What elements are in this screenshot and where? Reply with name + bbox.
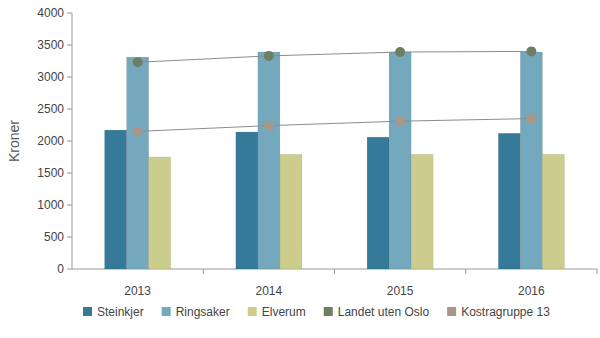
marker bbox=[133, 57, 143, 67]
y-tick bbox=[67, 237, 72, 238]
legend-label: Steinkjer bbox=[97, 305, 144, 319]
legend-swatch bbox=[324, 307, 333, 316]
legend-label: Elverum bbox=[262, 305, 306, 319]
marker bbox=[526, 46, 536, 56]
marker bbox=[133, 126, 143, 136]
marker bbox=[264, 51, 274, 61]
y-tick bbox=[67, 77, 72, 78]
y-tick bbox=[67, 45, 72, 46]
bar bbox=[149, 157, 171, 269]
x-separator bbox=[203, 269, 204, 274]
bar bbox=[411, 154, 433, 269]
legend-label: Ringsaker bbox=[176, 305, 230, 319]
y-tick-label: 2000 bbox=[37, 134, 64, 148]
bar bbox=[498, 133, 520, 269]
legend-swatch bbox=[83, 307, 92, 316]
y-tick bbox=[67, 269, 72, 270]
y-tick-label: 0 bbox=[57, 262, 64, 276]
bar bbox=[105, 130, 127, 269]
bar bbox=[367, 137, 389, 269]
bar bbox=[389, 52, 411, 269]
y-axis-label: Kroner bbox=[6, 120, 22, 162]
y-tick-label: 3500 bbox=[37, 38, 64, 52]
legend-swatch bbox=[162, 307, 171, 316]
x-tick-label: 2016 bbox=[518, 284, 545, 298]
y-tick-label: 4000 bbox=[37, 6, 64, 20]
line bbox=[138, 51, 532, 62]
y-tick bbox=[67, 173, 72, 174]
x-separator bbox=[465, 269, 466, 274]
legend-swatch bbox=[447, 307, 456, 316]
x-tick-label: 2015 bbox=[387, 284, 414, 298]
x-separator bbox=[597, 269, 598, 274]
y-tick-label: 3000 bbox=[37, 70, 64, 84]
plot bbox=[105, 46, 565, 269]
x-tick-label: 2014 bbox=[256, 284, 283, 298]
marker bbox=[395, 116, 405, 126]
y-tick bbox=[67, 205, 72, 206]
marker bbox=[395, 47, 405, 57]
y-tick-label: 500 bbox=[44, 230, 64, 244]
y-tick bbox=[67, 141, 72, 142]
legend-label: Kostragruppe 13 bbox=[461, 305, 550, 319]
x-tick-label: 2013 bbox=[124, 284, 151, 298]
bar bbox=[542, 154, 564, 269]
bar bbox=[236, 132, 258, 269]
marker bbox=[264, 121, 274, 131]
bar bbox=[520, 52, 542, 269]
y-tick-label: 1000 bbox=[37, 198, 64, 212]
bar bbox=[127, 57, 149, 269]
legend-swatch bbox=[248, 307, 257, 316]
legend-label: Landet uten Oslo bbox=[338, 305, 430, 319]
y-tick-label: 1500 bbox=[37, 166, 64, 180]
chart: 0 500 1000 1500 2000 2500 3000 3500 4000 Kroner 20… bbox=[0, 0, 600, 338]
y-tick bbox=[67, 13, 72, 14]
y-tick bbox=[67, 109, 72, 110]
bar bbox=[258, 52, 280, 269]
bar bbox=[280, 154, 302, 269]
x-separator bbox=[334, 269, 335, 274]
line bbox=[138, 119, 532, 132]
y-tick-label: 2500 bbox=[37, 102, 64, 116]
marker bbox=[526, 114, 536, 124]
